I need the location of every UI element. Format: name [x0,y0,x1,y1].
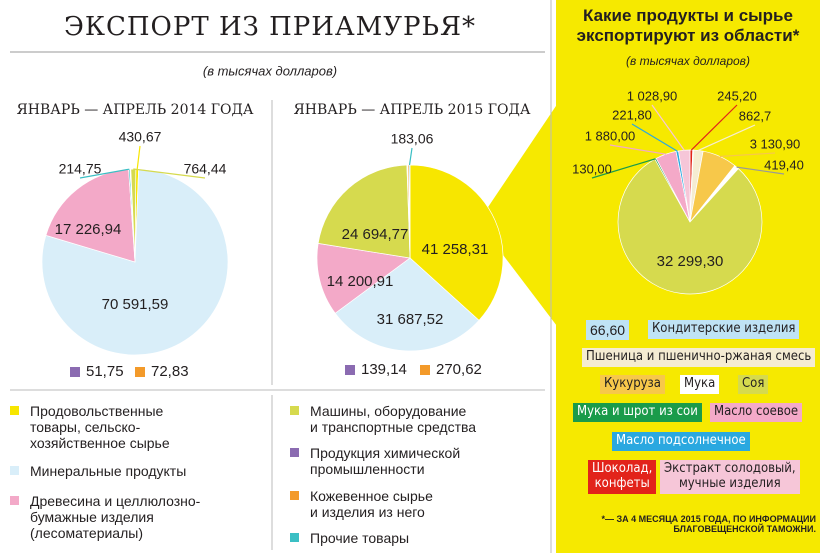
leader-line [591,158,656,179]
value-label: 764,44 [184,161,227,177]
callout [478,100,560,330]
legend-swatch [290,448,299,457]
pie-slice [409,164,504,321]
legend-swatch [345,365,355,375]
pie-slice [617,158,763,295]
value-label: 862,7 [739,108,772,123]
value-label: 419,40 [764,157,804,172]
chart-title: Какие продукты и сырье экспортируют из о… [576,6,800,45]
leader-line [736,166,785,175]
leader-line [609,144,666,155]
legend-label: Масло подсолнечное [612,432,750,451]
legend-label: Мука [680,375,720,394]
subtitle: (в тысячах долларов) [626,54,750,68]
legend-label: Пшеница и пшенично-ржаная смесь [582,348,816,367]
legend-label: Кожевенное сырье и изделия из него [310,488,433,521]
legend-swatch [10,496,19,505]
footnote: *— ЗА 4 МЕСЯЦА 2015 ГОДА, ПО ИНФОРМАЦИИ … [601,514,816,535]
legend-label: Шоколад, конфеты [588,460,657,494]
pie-slice [334,257,480,352]
legend-swatch [135,367,145,377]
value-label: 41 258,31 [422,241,489,258]
value-label: 24 694,77 [342,226,409,243]
legend-label: Древесина и целлюлозно- бумажные изделия… [30,493,201,542]
leader-line [690,104,738,151]
leader-line [79,168,130,179]
value-label: 1 028,90 [627,88,678,103]
value-label: 245,20 [717,88,757,103]
chart-title: ЯНВАРЬ — АПРЕЛЬ 2015 ГОДА [294,102,531,118]
title: ЭКСПОРТ ИЗ ПРИАМУРЬЯ* [64,12,476,42]
value-label: 72,83 [151,363,189,380]
value-label: 139,14 [361,361,407,378]
leader-line [133,168,206,179]
value-label: 430,67 [119,129,162,145]
value-label: 66,60 [586,320,630,341]
value-label: 221,80 [612,107,652,122]
legend-label: Мука и шрот из сои [573,403,702,422]
value-label: 51,75 [86,363,124,380]
legend-label: Машины, оборудование и транспортные сред… [310,403,477,436]
legend-label: Масло соевое [710,403,803,422]
leader-line [408,147,413,166]
legend-swatch [10,406,19,415]
leader-line [698,124,756,152]
legend-label: Прочие товары [310,530,410,546]
chart-title: ЯНВАРЬ — АПРЕЛЬ 2014 ГОДА [17,102,254,118]
legend-label: Продукция химической промышленности [310,445,461,478]
legend-swatch [420,365,430,375]
leader-line [136,145,141,170]
value-label: 17 226,94 [55,221,122,238]
value-label: 1 880,00 [585,128,636,143]
value-label: 70 591,59 [102,296,169,313]
leader-line [719,152,776,158]
legend-swatch [290,491,299,500]
value-label: 214,75 [59,161,102,177]
legend-label: Соя [738,375,769,394]
legend-swatch [290,406,299,415]
subtitle: (в тысячах долларов) [203,63,337,78]
pie-slice [317,164,411,259]
leader-line [651,104,685,151]
value-label: 183,06 [391,131,434,147]
legend-label: Кукуруза [600,375,665,394]
value-label: 14 200,91 [327,273,394,290]
value-label: 130,00 [572,161,612,176]
value-label: 3 130,90 [750,136,801,151]
legend-swatch [70,367,80,377]
leader-line [631,123,678,152]
legend-swatch [10,466,19,475]
legend-label: Продовольственные товары, сельско- хозяй… [30,403,170,452]
value-label: 31 687,52 [377,311,444,328]
value-label: 32 299,30 [657,253,724,270]
legend-label: Кондитерские изделия [648,320,800,339]
value-label: 270,62 [436,361,482,378]
legend-label: Минеральные продукты [30,463,187,479]
legend-swatch [290,533,299,542]
legend-label: Экстракт солодовый, мучные изделия [660,460,800,494]
pie-slice [316,242,411,314]
